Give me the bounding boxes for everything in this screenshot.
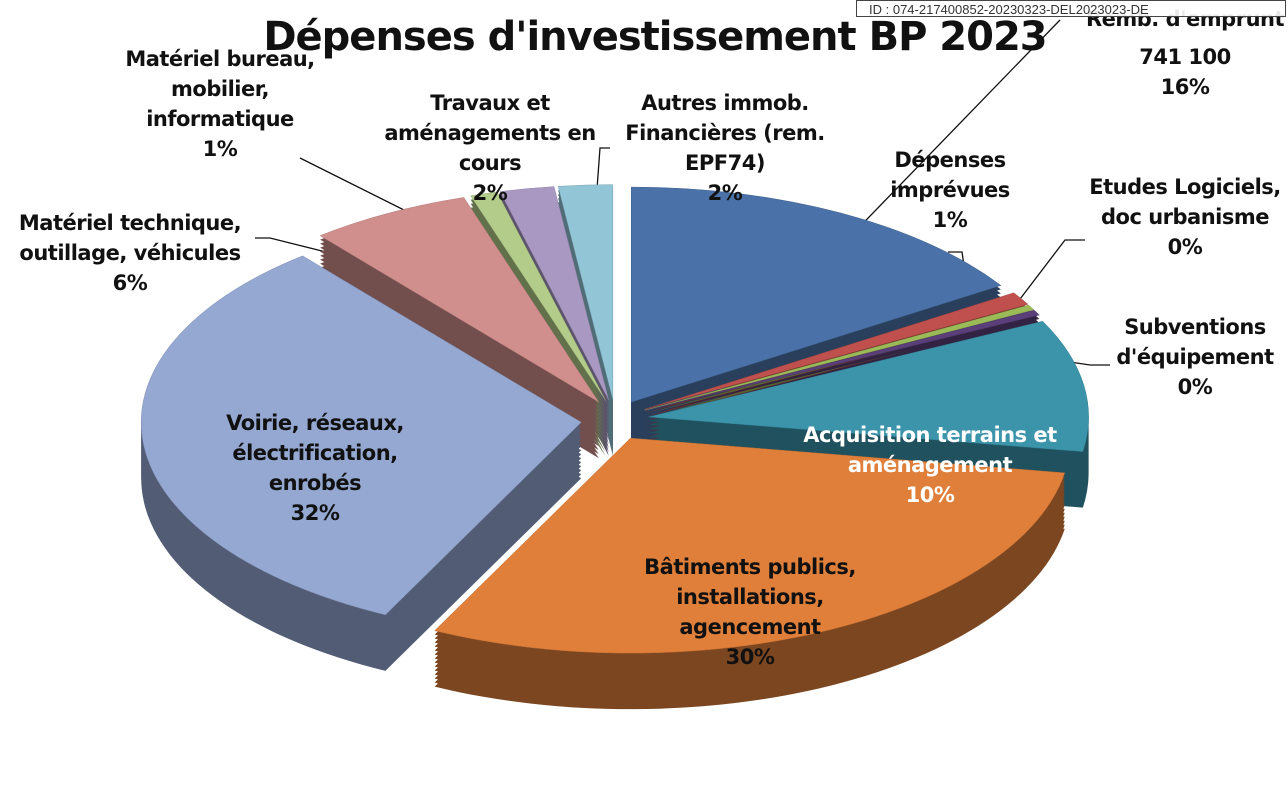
value-label: 32% [290,501,340,525]
category-label: Acquisition terrains et aménagement [803,423,1057,477]
slice-side [645,314,1040,415]
value-label: 2% [472,181,508,205]
value-label: 0% [1167,235,1203,259]
slice [141,255,582,616]
slice [499,186,609,401]
category-label: Etudes Logiciels, doc urbanisme [1089,175,1281,229]
category-label: Bâtiments publics, installations, agence… [644,555,856,639]
amount-label: 741 100 [1139,45,1231,69]
data-label: Acquisition terrains et aménagement 10% [800,420,1060,510]
slice [557,184,614,400]
slice [434,437,1066,654]
value-label: 2% [707,181,743,205]
slice-side [470,196,606,405]
slice [645,309,1040,411]
category-label: Autres immob. Financières (rem. EPF74) [625,91,825,175]
data-label: Matériel technique, outillage, véhicules… [0,208,265,298]
category-label: Travaux et aménagements en cours [384,91,596,175]
value-label: 6% [112,271,148,295]
value-label: 1% [202,137,238,161]
slice-side [645,318,1040,419]
slice-side [470,200,606,409]
data-label: Dépenses imprévues 1% [875,145,1025,235]
data-label: Subventions d'équipement 0% [1105,312,1285,402]
value-label: 30% [725,645,775,669]
stamp: ID : 074-217400852-20230323-DEL2023023-D… [856,0,1286,17]
category-label: Dépenses imprévues [890,148,1010,202]
data-label: Remb. d'emprunt 741 100 16% [1085,4,1285,102]
value-label: 0% [1177,375,1213,399]
data-label: Bâtiments publics, installations, agence… [620,552,880,672]
slice [648,320,1089,452]
data-label: Etudes Logiciels, doc urbanisme 0% [1085,172,1285,262]
data-label: Matériel bureau, mobilier, informatique 1… [115,44,325,164]
value-label: 1% [932,208,968,232]
category-label: Matériel bureau, mobilier, informatique [125,47,315,131]
data-label: Travaux et aménagements en cours 2% [375,88,605,208]
value-label: 10% [905,483,955,507]
category-label: Subventions d'équipement [1116,315,1274,369]
slice-side [470,204,606,413]
data-label: Voirie, réseaux, électrification, enrobé… [205,408,425,528]
slice [644,292,1029,410]
value-label: 16% [1160,75,1210,99]
slice [631,186,1002,403]
category-label: Matériel technique, outillage, véhicules [18,211,242,265]
chart-title: Dépenses d'investissement BP 2023 [263,14,1047,60]
category-label: Voirie, réseaux, électrification, enrobé… [226,411,404,495]
slice [319,197,599,403]
data-label: Autres immob. Financières (rem. EPF74) 2% [610,88,840,208]
slice [644,304,1035,411]
slice [470,191,606,401]
